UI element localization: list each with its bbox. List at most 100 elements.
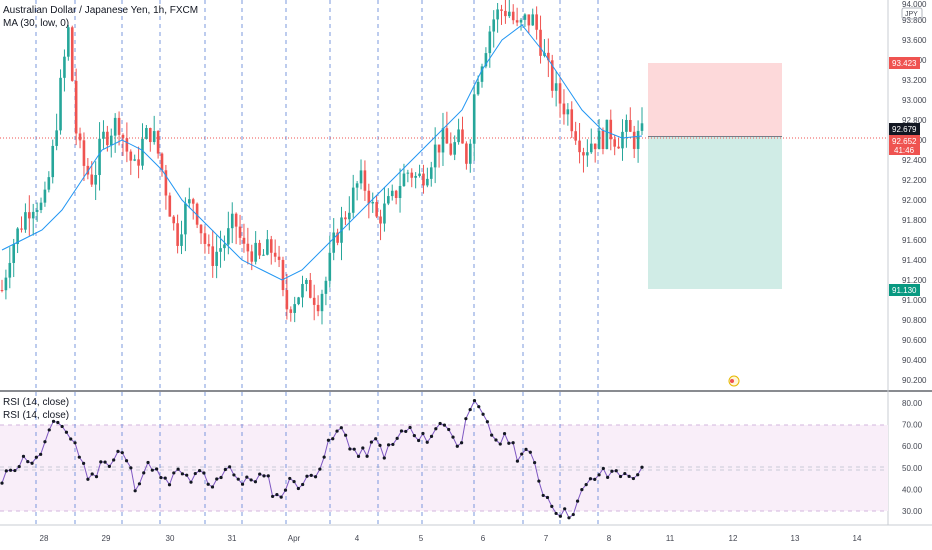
candle-body[interactable] <box>324 280 328 294</box>
candle-body[interactable] <box>628 119 632 132</box>
price-axis[interactable]: 93.80093.60093.40093.20093.00092.80092.6… <box>902 16 927 385</box>
candle-body[interactable] <box>523 14 527 20</box>
rsi-axis[interactable]: 80.00 70.00 60.00 50.00 40.00 30.00 <box>902 399 923 516</box>
candle-body[interactable] <box>316 304 320 312</box>
candle-body[interactable] <box>597 130 601 150</box>
take-profit-zone[interactable] <box>648 137 782 289</box>
candle-body[interactable] <box>113 117 117 136</box>
candle-body[interactable] <box>211 246 215 266</box>
candle-body[interactable] <box>426 178 429 186</box>
candle-body[interactable] <box>8 262 12 278</box>
candle-body[interactable] <box>562 103 566 115</box>
candle-body[interactable] <box>59 77 62 131</box>
candle-body[interactable] <box>31 211 35 219</box>
candle-body[interactable] <box>250 251 254 262</box>
candle-body[interactable] <box>234 213 238 227</box>
candle-body[interactable] <box>289 309 293 313</box>
candle-body[interactable] <box>47 177 51 190</box>
candle-body[interactable] <box>16 228 19 245</box>
candle-body[interactable] <box>43 189 47 203</box>
candle-body[interactable] <box>273 252 277 257</box>
candle-body[interactable] <box>67 27 70 57</box>
candle-body[interactable] <box>223 244 226 249</box>
candle-body[interactable] <box>332 232 336 253</box>
candle-body[interactable] <box>344 217 347 220</box>
candle-body[interactable] <box>203 233 207 244</box>
candle-body[interactable] <box>480 66 484 82</box>
candle-body[interactable] <box>375 202 378 217</box>
candle-body[interactable] <box>488 31 492 54</box>
candle-body[interactable] <box>262 254 265 256</box>
candle-body[interactable] <box>574 131 577 141</box>
candle-body[interactable] <box>133 159 136 161</box>
candlestick-series[interactable] <box>0 0 644 325</box>
candle-body[interactable] <box>63 56 66 78</box>
candle-body[interactable] <box>508 11 511 17</box>
candle-body[interactable] <box>468 143 472 164</box>
candle-body[interactable] <box>613 139 616 147</box>
candle-body[interactable] <box>511 11 515 21</box>
candle-body[interactable] <box>453 142 456 155</box>
candle-body[interactable] <box>4 277 8 291</box>
candle-body[interactable] <box>589 143 593 153</box>
candle-body[interactable] <box>558 83 562 104</box>
candle-body[interactable] <box>527 14 531 26</box>
candle-body[interactable] <box>24 212 27 230</box>
candle-body[interactable] <box>625 119 628 132</box>
candle-body[interactable] <box>547 52 550 61</box>
candle-body[interactable] <box>184 203 187 235</box>
symbol-title[interactable]: Australian Dollar / Japanese Yen, 1h, FX… <box>3 5 199 16</box>
candle-body[interactable] <box>269 239 273 253</box>
candle-body[interactable] <box>125 138 129 152</box>
candle-body[interactable] <box>106 131 109 146</box>
candle-body[interactable] <box>398 186 402 198</box>
candle-body[interactable] <box>215 251 218 266</box>
candle-body[interactable] <box>82 140 86 166</box>
candle-body[interactable] <box>441 128 445 153</box>
candle-body[interactable] <box>500 9 503 11</box>
candle-body[interactable] <box>188 199 191 204</box>
jpy-badge[interactable]: JPY <box>905 11 918 18</box>
candle-body[interactable] <box>207 243 211 247</box>
time-axis[interactable]: 28 29 30 31 Apr 4 5 6 7 8 11 12 13 14 <box>40 534 862 543</box>
candle-body[interactable] <box>164 170 168 196</box>
candle-body[interactable] <box>410 172 414 178</box>
candle-body[interactable] <box>86 165 90 175</box>
candle-body[interactable] <box>20 228 23 230</box>
candle-body[interactable] <box>383 203 386 224</box>
candle-body[interactable] <box>51 145 55 178</box>
candle-body[interactable] <box>504 10 507 17</box>
candle-body[interactable] <box>457 129 460 143</box>
candle-body[interactable] <box>515 20 519 23</box>
candle-body[interactable] <box>632 131 636 149</box>
candle-body[interactable] <box>121 134 125 139</box>
rsi-legend-2[interactable]: RSI (14, close) <box>3 410 70 421</box>
candle-body[interactable] <box>90 174 94 185</box>
candle-body[interactable] <box>570 109 574 132</box>
ma-legend[interactable]: MA (30, low, 0) <box>3 18 70 29</box>
candle-body[interactable] <box>102 131 105 139</box>
candle-body[interactable] <box>519 19 523 23</box>
candle-body[interactable] <box>422 173 425 186</box>
candle-body[interactable] <box>242 237 246 244</box>
candle-body[interactable] <box>78 133 82 141</box>
candle-body[interactable] <box>277 256 281 260</box>
candle-body[interactable] <box>437 144 441 153</box>
candle-body[interactable] <box>293 304 296 313</box>
candle-body[interactable] <box>168 195 172 217</box>
candle-body[interactable] <box>472 94 476 144</box>
rsi-series[interactable] <box>0 398 644 520</box>
candle-body[interactable] <box>402 173 406 187</box>
candle-body[interactable] <box>12 244 16 263</box>
candle-body[interactable] <box>55 130 58 146</box>
candle-body[interactable] <box>496 9 499 20</box>
candle-body[interactable] <box>617 146 620 149</box>
candle-body[interactable] <box>484 53 488 67</box>
candle-body[interactable] <box>465 143 468 164</box>
candle-body[interactable] <box>406 172 410 174</box>
candle-body[interactable] <box>145 128 148 139</box>
candle-body[interactable] <box>180 234 183 246</box>
candle-body[interactable] <box>582 152 585 156</box>
rsi-legend-1[interactable]: RSI (14, close) <box>3 397 70 408</box>
